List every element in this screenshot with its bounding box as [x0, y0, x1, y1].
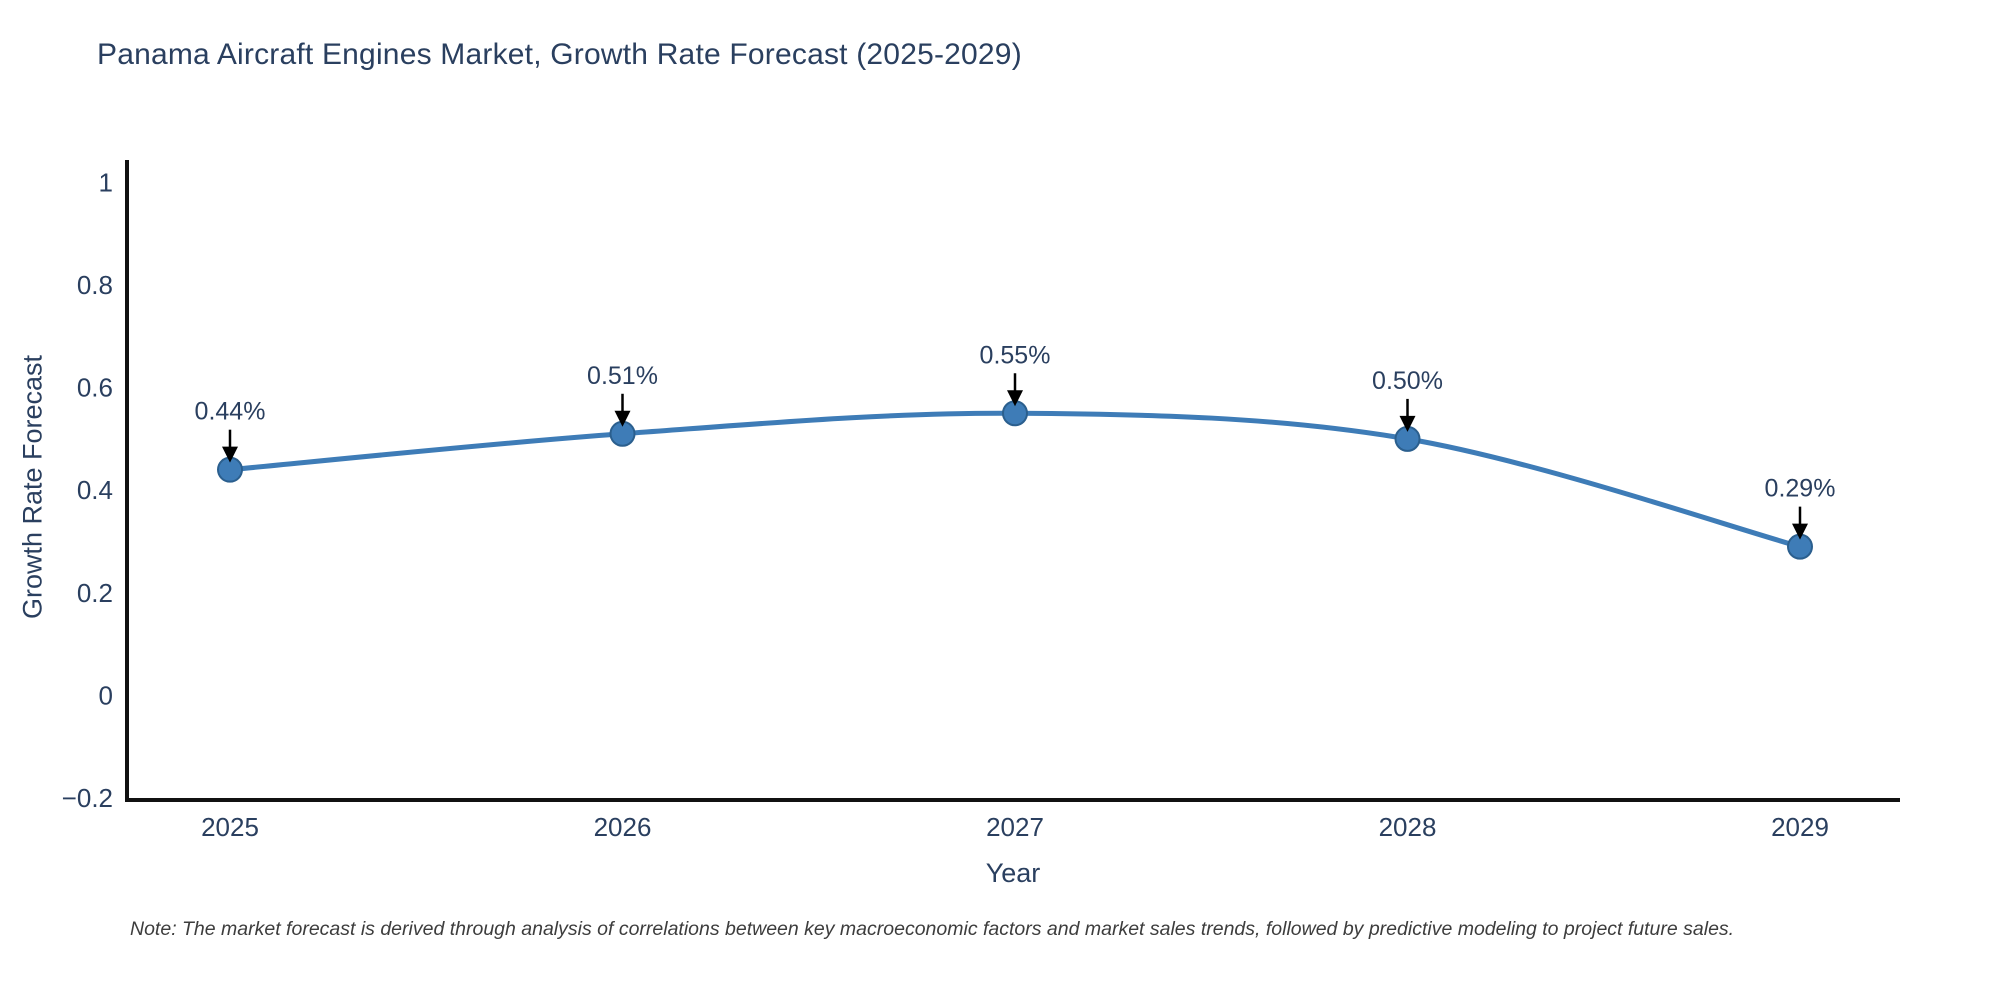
x-tick-label: 2027: [986, 812, 1044, 842]
y-tick-label: 1: [99, 167, 113, 197]
annotation-arrowhead-icon: [1007, 390, 1023, 407]
x-tick-label: 2029: [1771, 812, 1829, 842]
y-tick-label: 0: [99, 680, 113, 710]
annotation-arrowhead-icon: [614, 410, 631, 427]
annotation-arrowhead-icon: [1792, 523, 1808, 540]
x-tick-label: 2025: [201, 812, 259, 842]
y-tick-label: 0.8: [77, 270, 113, 300]
annotation-label: 0.29%: [1765, 475, 1836, 503]
x-tick-label: 2026: [594, 812, 652, 842]
series-line: [227, 410, 1803, 550]
annotation-label: 0.50%: [1372, 367, 1443, 395]
annotation-label: 0.44%: [195, 398, 266, 426]
footnote: Note: The market forecast is derived thr…: [130, 918, 1735, 940]
y-tick-label: −0.2: [62, 783, 113, 813]
annotation-label: 0.51%: [587, 362, 658, 390]
annotation-arrowhead-icon: [222, 446, 238, 463]
x-axis-title: Year: [985, 858, 1041, 888]
chart-title: Panama Aircraft Engines Market, Growth R…: [97, 38, 1022, 71]
annotation-label: 0.55%: [980, 341, 1051, 369]
y-axis-title: Growth Rate Forecast: [17, 354, 48, 620]
y-tick-label: 0.4: [77, 475, 113, 505]
y-tick-label: 0.2: [77, 578, 113, 608]
y-tick-label: 0.6: [77, 373, 113, 403]
annotation-arrowhead-icon: [1399, 415, 1416, 432]
x-tick-label: 2028: [1379, 812, 1437, 842]
